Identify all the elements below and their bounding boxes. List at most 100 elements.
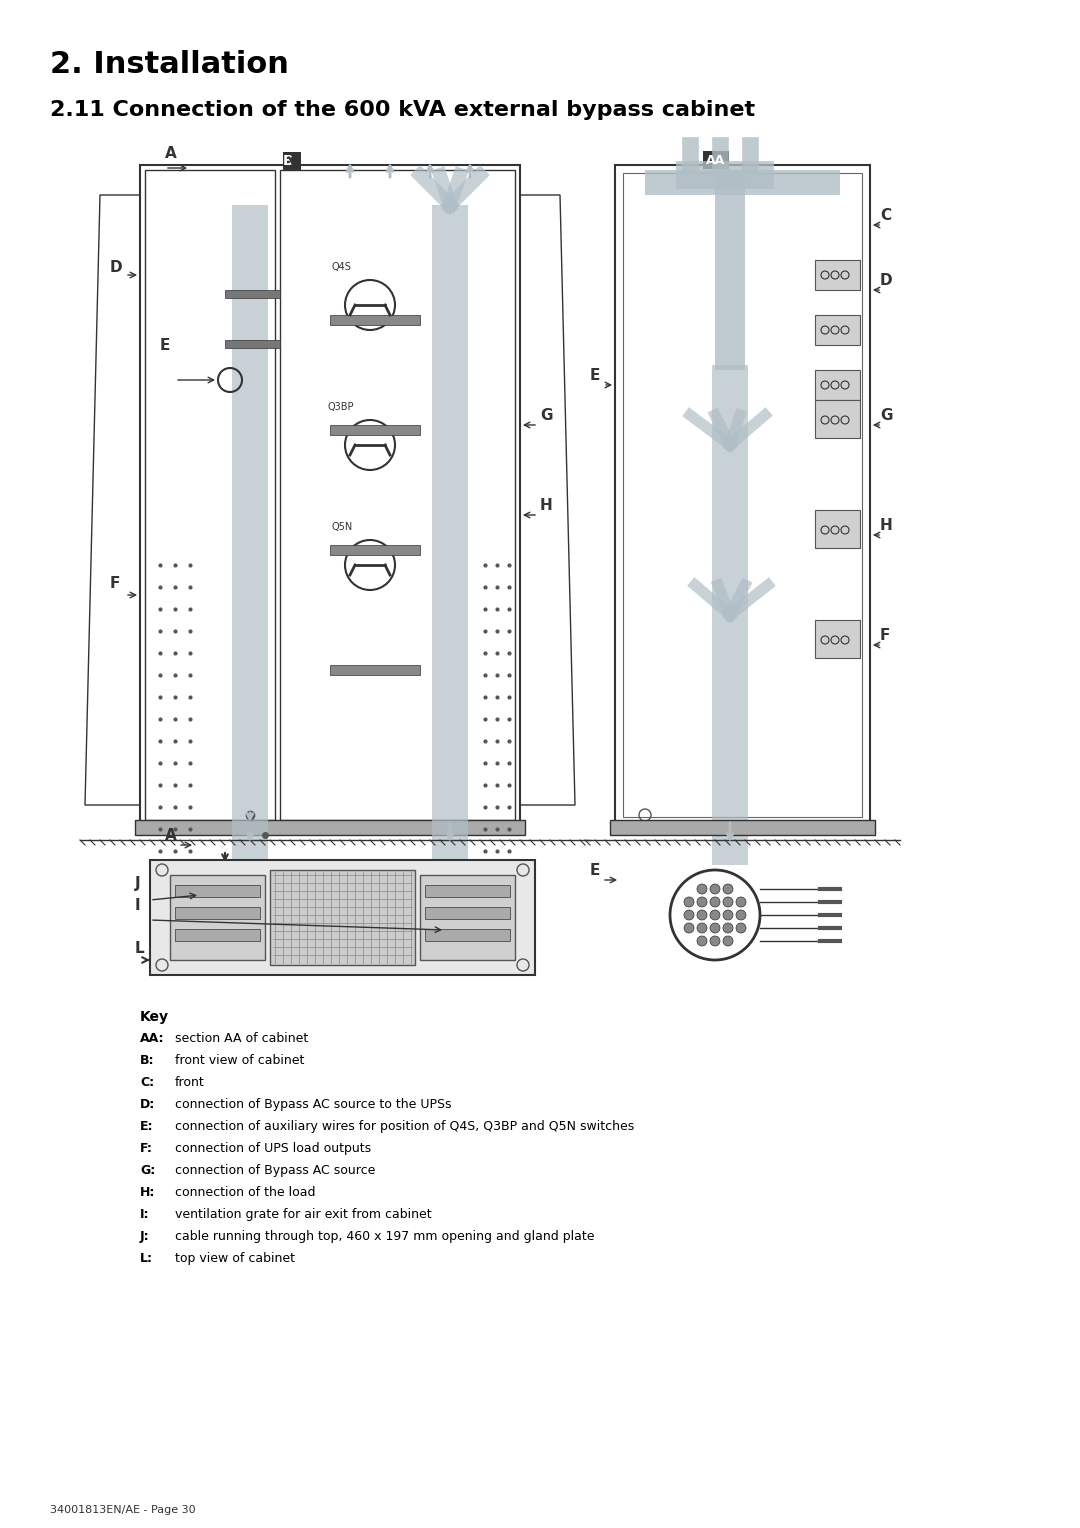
Bar	[426, 929, 510, 941]
Text: G: G	[540, 408, 553, 423]
Bar	[283, 151, 301, 170]
Circle shape	[735, 897, 746, 908]
Circle shape	[723, 885, 733, 894]
Bar	[420, 876, 515, 960]
Text: H:: H:	[140, 1186, 156, 1199]
Text: E: E	[590, 863, 600, 879]
Bar	[432, 205, 468, 865]
Text: 34001813EN/AE - Page 30: 34001813EN/AE - Page 30	[50, 1505, 195, 1514]
Text: J: J	[135, 876, 140, 891]
Circle shape	[697, 923, 707, 934]
Circle shape	[697, 937, 707, 946]
Bar	[615, 165, 870, 825]
Text: top view of cabinet: top view of cabinet	[175, 1251, 295, 1265]
Text: 2.11 Connection of the 600 kVA external bypass cabinet: 2.11 Connection of the 600 kVA external …	[50, 99, 755, 121]
Bar	[715, 170, 745, 370]
Text: G: G	[880, 408, 892, 423]
Text: I:: I:	[140, 1209, 149, 1221]
Bar	[623, 173, 862, 817]
Text: AA:: AA:	[140, 1031, 164, 1045]
Text: E: E	[590, 368, 600, 384]
Text: C:: C:	[140, 1076, 154, 1089]
Text: B:: B:	[140, 1054, 154, 1067]
Text: F: F	[110, 576, 120, 591]
Text: cable running through top, 460 x 197 mm opening and gland plate: cable running through top, 460 x 197 mm …	[175, 1230, 594, 1242]
Bar	[270, 869, 415, 966]
Text: G:: G:	[140, 1164, 156, 1177]
Text: connection of UPS load outputs: connection of UPS load outputs	[175, 1141, 372, 1155]
Circle shape	[684, 911, 694, 920]
Text: C: C	[880, 208, 891, 223]
Text: D: D	[880, 274, 893, 287]
Circle shape	[723, 923, 733, 934]
Text: 2. Installation: 2. Installation	[50, 50, 288, 79]
Text: connection of Bypass AC source: connection of Bypass AC source	[175, 1164, 376, 1177]
Text: D: D	[110, 260, 123, 275]
Text: I: I	[135, 898, 140, 914]
Text: F:: F:	[140, 1141, 153, 1155]
Bar	[426, 885, 510, 897]
Text: front: front	[175, 1076, 205, 1089]
Bar	[815, 315, 860, 345]
Bar	[815, 620, 860, 659]
Circle shape	[710, 937, 720, 946]
Text: Key: Key	[140, 1010, 168, 1024]
Bar	[330, 425, 420, 435]
Text: connection of the load: connection of the load	[175, 1186, 315, 1199]
Bar	[225, 341, 280, 348]
Circle shape	[735, 911, 746, 920]
Circle shape	[697, 911, 707, 920]
Circle shape	[697, 885, 707, 894]
Text: AA: AA	[706, 153, 726, 167]
Bar	[150, 860, 535, 975]
Text: B: B	[283, 154, 294, 168]
Text: connection of Bypass AC source to the UPSs: connection of Bypass AC source to the UP…	[175, 1099, 451, 1111]
Text: L:: L:	[140, 1251, 153, 1265]
Text: Q4S: Q4S	[332, 261, 352, 272]
Bar	[712, 365, 748, 865]
Circle shape	[684, 897, 694, 908]
Bar	[815, 260, 860, 290]
Circle shape	[684, 923, 694, 934]
Bar	[330, 665, 420, 675]
Circle shape	[710, 885, 720, 894]
Text: J:: J:	[140, 1230, 150, 1242]
Bar	[225, 290, 280, 298]
Bar	[815, 400, 860, 439]
Bar	[135, 821, 525, 834]
Text: E:: E:	[140, 1120, 153, 1132]
Circle shape	[710, 897, 720, 908]
Text: Q5N: Q5N	[332, 523, 353, 532]
Text: section AA of cabinet: section AA of cabinet	[175, 1031, 308, 1045]
Bar	[815, 510, 860, 549]
Bar	[170, 876, 265, 960]
Bar	[330, 315, 420, 325]
Text: ventilation grate for air exit from cabinet: ventilation grate for air exit from cabi…	[175, 1209, 432, 1221]
Text: front view of cabinet: front view of cabinet	[175, 1054, 305, 1067]
Bar	[703, 151, 729, 170]
Text: H: H	[540, 498, 553, 513]
Circle shape	[723, 937, 733, 946]
Text: A: A	[165, 828, 177, 843]
Circle shape	[723, 911, 733, 920]
Bar	[175, 929, 260, 941]
Text: connection of auxiliary wires for position of Q4S, Q3BP and Q5N switches: connection of auxiliary wires for positi…	[175, 1120, 634, 1132]
Text: Q3BP: Q3BP	[328, 402, 354, 413]
Bar	[330, 545, 420, 555]
Bar	[645, 170, 840, 196]
Circle shape	[710, 923, 720, 934]
Text: F: F	[880, 628, 890, 643]
Bar	[610, 821, 875, 834]
Circle shape	[735, 923, 746, 934]
Bar	[815, 370, 860, 400]
Bar	[426, 908, 510, 918]
Circle shape	[710, 911, 720, 920]
Bar	[175, 908, 260, 918]
Text: A: A	[165, 147, 177, 160]
Text: H: H	[880, 518, 893, 533]
Text: E: E	[160, 338, 171, 353]
Circle shape	[723, 897, 733, 908]
Text: D:: D:	[140, 1099, 156, 1111]
Bar	[232, 205, 268, 865]
Bar	[175, 885, 260, 897]
